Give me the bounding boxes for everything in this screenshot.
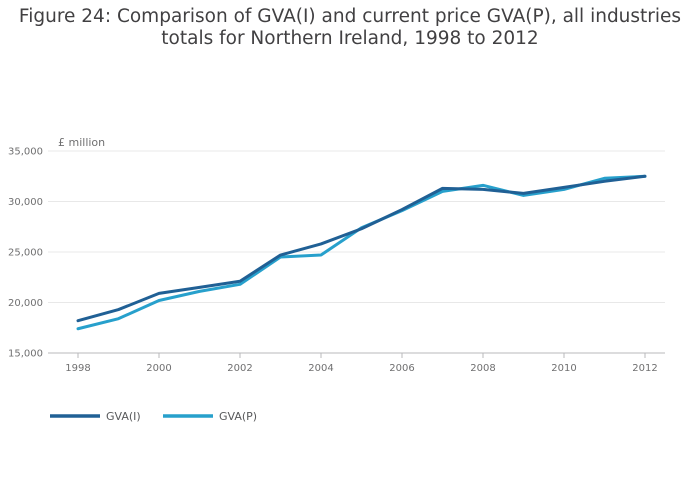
x-tick-label: 2008 bbox=[470, 363, 495, 374]
y-axis-unit-label: £ million bbox=[58, 136, 105, 149]
series-line-gva-i bbox=[76, 174, 647, 323]
x-tick-label: 2002 bbox=[227, 363, 252, 374]
chart-title-line-2: totals for Northern Ireland, 1998 to 201… bbox=[161, 28, 539, 49]
y-tick-label: 30,000 bbox=[8, 197, 43, 208]
y-tick-label: 25,000 bbox=[8, 248, 43, 259]
y-tick-label: 15,000 bbox=[8, 349, 43, 360]
x-tick-label: 2010 bbox=[551, 363, 576, 374]
x-tick-label: 2006 bbox=[389, 363, 414, 374]
legend-label: GVA(P) bbox=[219, 410, 257, 423]
chart-title: Figure 24: Comparison of GVA(I) and curr… bbox=[0, 6, 700, 50]
y-tick-label: 20,000 bbox=[8, 298, 43, 309]
x-tick-label: 1998 bbox=[65, 363, 90, 374]
x-tick-label: 2004 bbox=[308, 363, 333, 374]
x-tick-label: 2000 bbox=[146, 363, 171, 374]
x-tick-label: 2012 bbox=[632, 363, 657, 374]
legend-label: GVA(I) bbox=[106, 410, 141, 423]
series-line-gva-p bbox=[76, 174, 647, 331]
chart-title-line-1: Figure 24: Comparison of GVA(I) and curr… bbox=[18, 6, 682, 27]
y-tick-label: 35,000 bbox=[8, 147, 43, 158]
